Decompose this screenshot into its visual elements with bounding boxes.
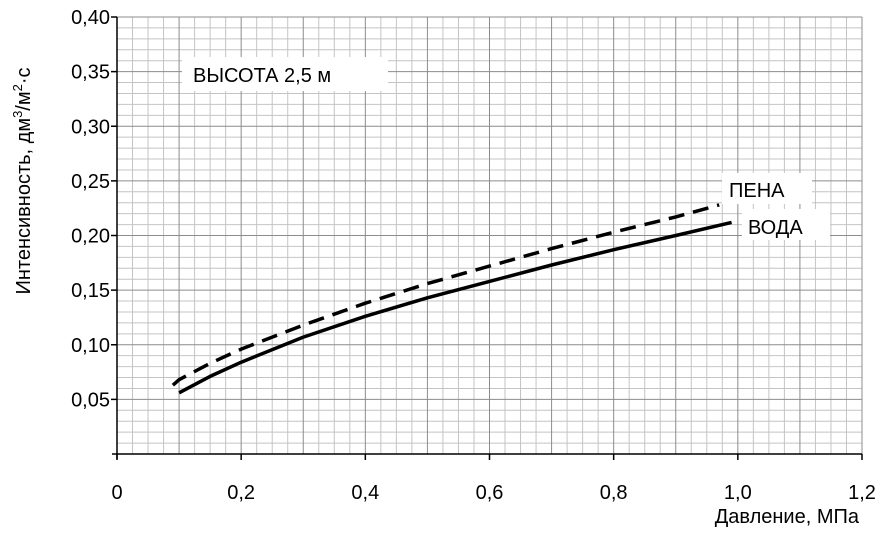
x-axis-title: Давление, МПа <box>715 506 860 528</box>
series-label-foam: ПЕНА <box>729 180 785 202</box>
y-axis-title-sup-1: 3 <box>10 111 25 118</box>
x-tick-label: 0,8 <box>600 482 628 504</box>
x-tick-label: 0 <box>111 482 122 504</box>
x-tick-label: 0,6 <box>476 482 504 504</box>
y-axis-title-part-2: /м <box>13 91 35 110</box>
legend-water: ВОДА <box>742 209 830 240</box>
y-tick-label: 0,35 <box>71 62 110 84</box>
y-tick-label: 0,40 <box>71 7 110 29</box>
curves <box>171 203 732 395</box>
x-tick-labels: 0 0,2 0,4 0,6 0,8 1,0 1,2 <box>111 482 875 504</box>
y-tick-label: 0,10 <box>71 335 110 357</box>
y-axis-title-part-1: Интенсивность, дм <box>13 118 35 295</box>
series-label-water: ВОДА <box>748 217 803 239</box>
annotation-box: ВЫСОТА 2,5 м <box>182 57 388 91</box>
legend-foam: ПЕНА <box>722 173 812 204</box>
y-axis-title-sup-2: 2 <box>10 84 25 91</box>
y-axis-title: Интенсивность, дм3/м2·с <box>10 67 35 294</box>
series-line-water <box>178 220 732 395</box>
x-tick-label: 1,2 <box>848 482 876 504</box>
y-tick-label: 0,05 <box>71 389 110 411</box>
annotation-text: ВЫСОТА 2,5 м <box>193 65 331 87</box>
y-tick-label: 0,15 <box>71 280 110 302</box>
y-axis-title-part-3: ·с <box>13 67 35 84</box>
y-tick-label: 0,20 <box>71 226 110 248</box>
x-tick-label: 0,4 <box>351 482 379 504</box>
series-line-foam <box>171 203 720 387</box>
y-tick-labels: 0,05 0,10 0,15 0,20 0,25 0,30 0,35 0,40 <box>71 7 110 411</box>
x-tick-label: 1,0 <box>724 482 752 504</box>
y-tick-label: 0,25 <box>71 171 110 193</box>
y-tick-label: 0,30 <box>71 116 110 138</box>
x-tick-label: 0,2 <box>227 482 255 504</box>
